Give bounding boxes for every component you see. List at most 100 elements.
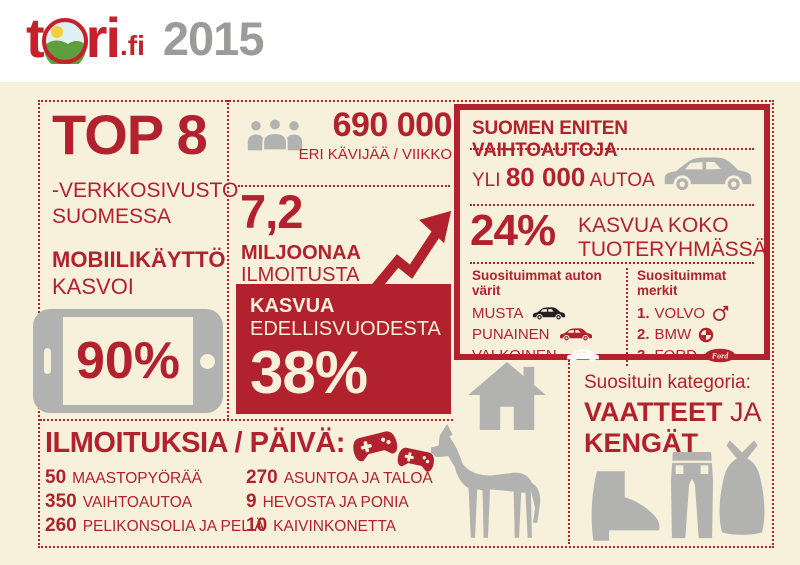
panel-column-divider — [626, 268, 628, 366]
cars-count-prefix: YLI — [472, 170, 501, 191]
red-car-icon — [559, 327, 593, 342]
brand-rank: 3. — [637, 347, 650, 364]
top8-subtitle-line2: SUOMESSA — [52, 205, 172, 229]
color-label: MUSTA — [472, 305, 524, 322]
brand-name: BMW — [654, 326, 692, 343]
panel-divider-2 — [470, 204, 754, 206]
listings-label: ILMOITUSTA — [241, 264, 360, 286]
stat-label: HEVOSTA JA PONIA — [262, 494, 409, 511]
boot-icon — [583, 470, 663, 542]
top8-subtitle: -VERKKOSIVUSTO SUOMESSA — [52, 178, 238, 231]
stat-value: 270 — [246, 467, 278, 488]
category-name-regular: JA — [730, 396, 762, 427]
cars-panel-title: SUOMEN ENITEN VAIHTOAUTOJA — [472, 118, 628, 161]
cars-growth-line2: TUOTERYHMÄSSÄ — [578, 237, 767, 261]
stat-label: ASUNTOA JA TALOA — [283, 470, 433, 487]
stat-value: 10 — [246, 515, 268, 536]
stat-row: 9 HEVOSTA JA PONIA — [246, 491, 436, 512]
color-row-punainen: PUNAINEN — [472, 324, 624, 345]
listings-value: 7,2 — [240, 185, 303, 238]
brand-name: FORD — [654, 347, 698, 364]
svg-text:Ford: Ford — [711, 351, 729, 360]
black-car-icon — [532, 306, 566, 321]
year-label: 2015 — [162, 11, 265, 65]
daily-stats-column-1: 50 MAASTOPYÖRÄÄ 350 VAIHTOAUTOA 260 PELIKON… — [45, 467, 265, 541]
car-icon — [662, 154, 754, 194]
stat-row: 260 PELIKONSOLIA JA PELIÄ — [45, 515, 265, 536]
category-name-line1: VAATTEET JA — [584, 396, 772, 428]
phone-home-button — [200, 354, 215, 369]
growth-box: KASVUA EDELLISVUODESTA 38% — [236, 284, 451, 414]
horizontal-divider-bottom — [40, 419, 453, 421]
weekly-visitors-label: ERI KÄVIJÄÄ / VIIKKO — [298, 146, 452, 163]
stat-row: 50 MAASTOPYÖRÄÄ — [45, 467, 245, 488]
brand-row-ford: 3. FORD Ford — [637, 345, 758, 366]
brand-rank: 1. — [637, 305, 650, 322]
top8-subtitle-line1: -VERKKOSIVUSTO — [52, 179, 239, 202]
cars-growth-label: KASVUA KOKO TUOTERYHMÄSSÄ — [578, 214, 767, 261]
bmw-logo-icon — [698, 327, 714, 343]
horizontal-divider-visitors — [238, 185, 450, 187]
cars-count: 80 000 — [505, 162, 586, 192]
popular-colors-column: Suosituimmat auton värit MUSTA PUNAINEN … — [472, 268, 624, 366]
stat-value: 9 — [246, 491, 257, 512]
growth-label: EDELLISVUODESTA — [250, 318, 441, 340]
cars-count-suffix: AUTOA — [589, 170, 655, 191]
header: t ri .fi 2015 — [26, 6, 265, 69]
mobile-growth-value: 90% — [63, 317, 193, 405]
used-cars-panel: SUOMEN ENITEN VAIHTOAUTOJA YLI 80 000 AU… — [454, 104, 770, 366]
cars-detail-columns: Suosituimmat auton värit MUSTA PUNAINEN … — [472, 268, 758, 366]
popular-brands-title: Suosituimmat merkit — [637, 268, 727, 298]
cars-count-line: YLI 80 000 AUTOA — [472, 162, 655, 193]
color-row-valkoinen: VALKOINEN — [472, 345, 624, 366]
brand-row-volvo: 1. VOLVO — [637, 303, 758, 324]
volvo-logo-icon — [712, 305, 729, 322]
stat-row: 270 ASUNTOA JA TALOA — [246, 467, 436, 488]
house-icon — [468, 362, 546, 432]
logo-text-ri: ri — [85, 6, 121, 69]
phone-speaker — [44, 348, 51, 374]
popular-colors-title: Suosituimmat auton värit — [472, 268, 602, 298]
vertical-divider-left — [227, 100, 229, 420]
stat-value: 260 — [45, 515, 77, 536]
pants-icon — [668, 452, 716, 540]
top8-title: TOP 8 — [52, 103, 208, 166]
stat-label: VAIHTOAUTOA — [82, 494, 193, 511]
brand-rank: 2. — [637, 326, 650, 343]
category-name-bold: VAATTEET — [584, 396, 723, 427]
category-intro: Suosituin kategoria: — [584, 372, 751, 393]
panel-divider-1 — [470, 148, 754, 150]
growth-arrow-icon — [369, 206, 453, 298]
cars-growth-line1: KASVUA KOKO — [578, 214, 729, 237]
weekly-visitors-value: 690 000 — [332, 106, 453, 144]
logo-text-t: t — [26, 6, 45, 69]
stat-label: KAIVINKONETTA — [273, 518, 397, 535]
color-label: PUNAINEN — [472, 326, 550, 343]
listings-unit: MILJOONAA — [241, 242, 361, 264]
stat-row: 10 KAIVINKONETTA — [246, 515, 436, 536]
stat-value: 350 — [45, 491, 77, 512]
stat-label: PELIKONSOLIA JA PELIÄ — [82, 518, 265, 535]
mobile-usage-subtitle: KASVOI — [52, 274, 134, 299]
popular-brands-column: Suosituimmat merkit 1. VOLVO 2. BMW 3. F… — [637, 268, 758, 366]
logo-globe-icon — [42, 18, 88, 64]
mobile-usage-title: MOBIILIKÄYTTÖ — [52, 247, 226, 272]
panel-divider-3 — [470, 262, 754, 264]
cars-growth-value: 24% — [470, 206, 556, 255]
phone-icon: 90% — [33, 309, 223, 413]
popular-category-box: Suosituin kategoria: VAATTEET JA KENGÄT — [568, 360, 772, 544]
color-row-musta: MUSTA — [472, 303, 624, 324]
stat-row: 350 VAIHTOAUTOA — [45, 491, 245, 512]
logo-tld: .fi — [120, 30, 145, 61]
daily-listings-title: ILMOITUKSIA / PÄIVÄ: — [45, 427, 345, 459]
brand-row-bmw: 2. BMW — [637, 324, 758, 345]
stat-value: 50 — [45, 467, 67, 488]
horse-icon — [428, 424, 550, 542]
brand-name: VOLVO — [654, 305, 706, 322]
color-label: VALKOINEN — [472, 347, 557, 364]
dress-icon — [716, 436, 768, 540]
daily-stats-column-2: 270 ASUNTOA JA TALOA 9 HEVOSTA JA PONIA 10… — [246, 467, 436, 541]
ford-logo-icon: Ford — [704, 348, 736, 363]
growth-label-bold: KASVUA — [250, 295, 335, 317]
